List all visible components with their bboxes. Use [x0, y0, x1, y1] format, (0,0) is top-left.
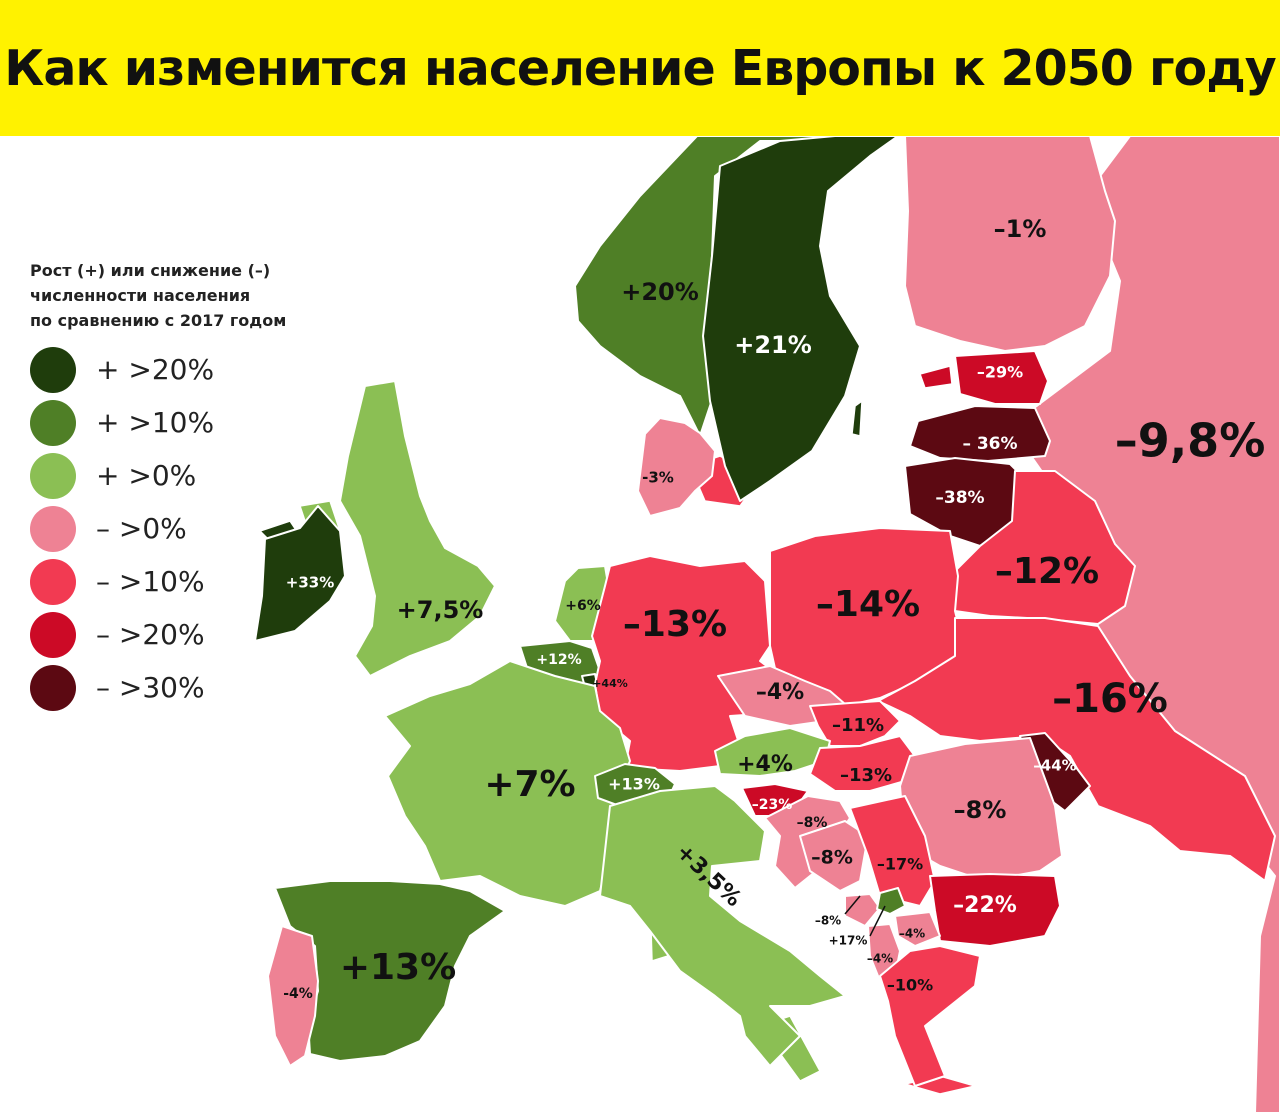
country-label: +7,5%	[397, 596, 484, 624]
legend-item: + >10%	[30, 396, 286, 449]
country-shape	[844, 893, 881, 927]
leader-line	[844, 895, 861, 915]
europe-map: –9,8% –1% +20% +21% –29% – 36% –38% -3% –12% +33%…	[254, 136, 1280, 1113]
country-label: +13%	[608, 775, 660, 794]
country-shape	[877, 617, 1276, 882]
legend-item: – >10%	[30, 555, 286, 608]
country-shape	[879, 945, 981, 1087]
country-label: +44%	[592, 677, 628, 690]
country-shape	[849, 795, 936, 907]
country-label: +33%	[286, 574, 334, 592]
country-label: –22%	[953, 893, 1017, 918]
legend-swatch	[30, 664, 76, 711]
country-label: –10%	[887, 976, 933, 995]
country-label: –8%	[797, 815, 828, 831]
country-label: +17%	[829, 934, 868, 948]
legend-item: – >0%	[30, 502, 286, 555]
country-label: +13%	[340, 947, 456, 988]
country-shape	[909, 405, 1051, 462]
legend-title: Рост (+) или снижение (–) численности на…	[30, 258, 286, 333]
country-shape	[904, 136, 1116, 352]
country-label: –4%	[899, 927, 925, 941]
legend-label: – >0%	[96, 512, 187, 545]
country-shape	[339, 380, 496, 677]
country-label: –4%	[756, 680, 804, 705]
country-label: –14%	[816, 584, 920, 625]
country-label: +21%	[734, 331, 812, 359]
country-label: –1%	[994, 215, 1047, 243]
country-label: –13%	[623, 604, 727, 645]
country-shape	[267, 925, 319, 1067]
country-label: –8%	[954, 796, 1007, 824]
country-label: –16%	[1052, 676, 1168, 722]
island-shape	[851, 399, 863, 437]
legend-label: – >10%	[96, 565, 205, 598]
leader-lines	[844, 895, 886, 937]
legend-swatch	[30, 505, 76, 552]
legend-item: + >0%	[30, 449, 286, 502]
country-label: +12%	[536, 652, 581, 668]
title-bar: Как изменится население Европы к 2050 го…	[0, 0, 1280, 136]
legend-label: + >10%	[96, 406, 215, 439]
country-label: –38%	[935, 488, 984, 508]
legend-swatch	[30, 346, 76, 393]
legend-label: – >20%	[96, 618, 205, 651]
country-label: +4%	[737, 752, 793, 777]
country-label: –8%	[811, 847, 853, 869]
country-shape	[637, 417, 716, 517]
country-label: –13%	[840, 765, 892, 786]
legend-title-line: численности населения	[30, 286, 251, 305]
country-label: –11%	[832, 715, 884, 736]
country-shape	[894, 911, 941, 947]
legend: Рост (+) или снижение (–) численности на…	[30, 258, 286, 714]
country-label: –17%	[877, 855, 923, 874]
legend-swatch	[30, 452, 76, 499]
country-shape	[702, 136, 899, 502]
island-shape	[919, 365, 953, 389]
legend-label: – >30%	[96, 671, 205, 704]
legend-items: + >20% + >10% + >0% – >0% – >10% – >20% – >30%	[30, 343, 286, 714]
legend-item: + >20%	[30, 343, 286, 396]
country-shape	[954, 350, 1049, 405]
country-shape	[929, 873, 1061, 947]
country-label: -4%	[283, 986, 313, 1002]
country-shapes	[254, 136, 1280, 1113]
legend-swatch	[30, 558, 76, 605]
country-label: –23%	[752, 797, 793, 813]
legend-swatch	[30, 611, 76, 658]
legend-swatch	[30, 399, 76, 446]
country-label: –12%	[995, 551, 1099, 592]
legend-item: – >20%	[30, 608, 286, 661]
country-shape	[254, 505, 346, 642]
map-title: Как изменится население Европы к 2050 го…	[4, 39, 1276, 97]
legend-label: + >20%	[96, 353, 215, 386]
legend-title-line: по сравнению с 2017 годом	[30, 311, 287, 330]
country-shape	[599, 785, 846, 1067]
legend-item: – >30%	[30, 661, 286, 714]
country-shape	[799, 820, 869, 892]
country-label: –44%	[1033, 757, 1076, 775]
country-label: +6%	[565, 598, 601, 614]
country-label: – 36%	[962, 434, 1017, 454]
country-label: +20%	[621, 278, 699, 306]
legend-label: + >0%	[96, 459, 197, 492]
country-label: +7%	[484, 764, 575, 805]
country-label: –29%	[977, 363, 1023, 382]
country-label: –9,8%	[1115, 414, 1266, 468]
leader-line	[869, 905, 886, 937]
country-label: –4%	[867, 952, 893, 966]
country-label: -3%	[642, 469, 674, 487]
country-shape	[809, 700, 901, 747]
country-label: –8%	[815, 914, 841, 928]
legend-title-line: Рост (+) или снижение (–)	[30, 261, 271, 280]
